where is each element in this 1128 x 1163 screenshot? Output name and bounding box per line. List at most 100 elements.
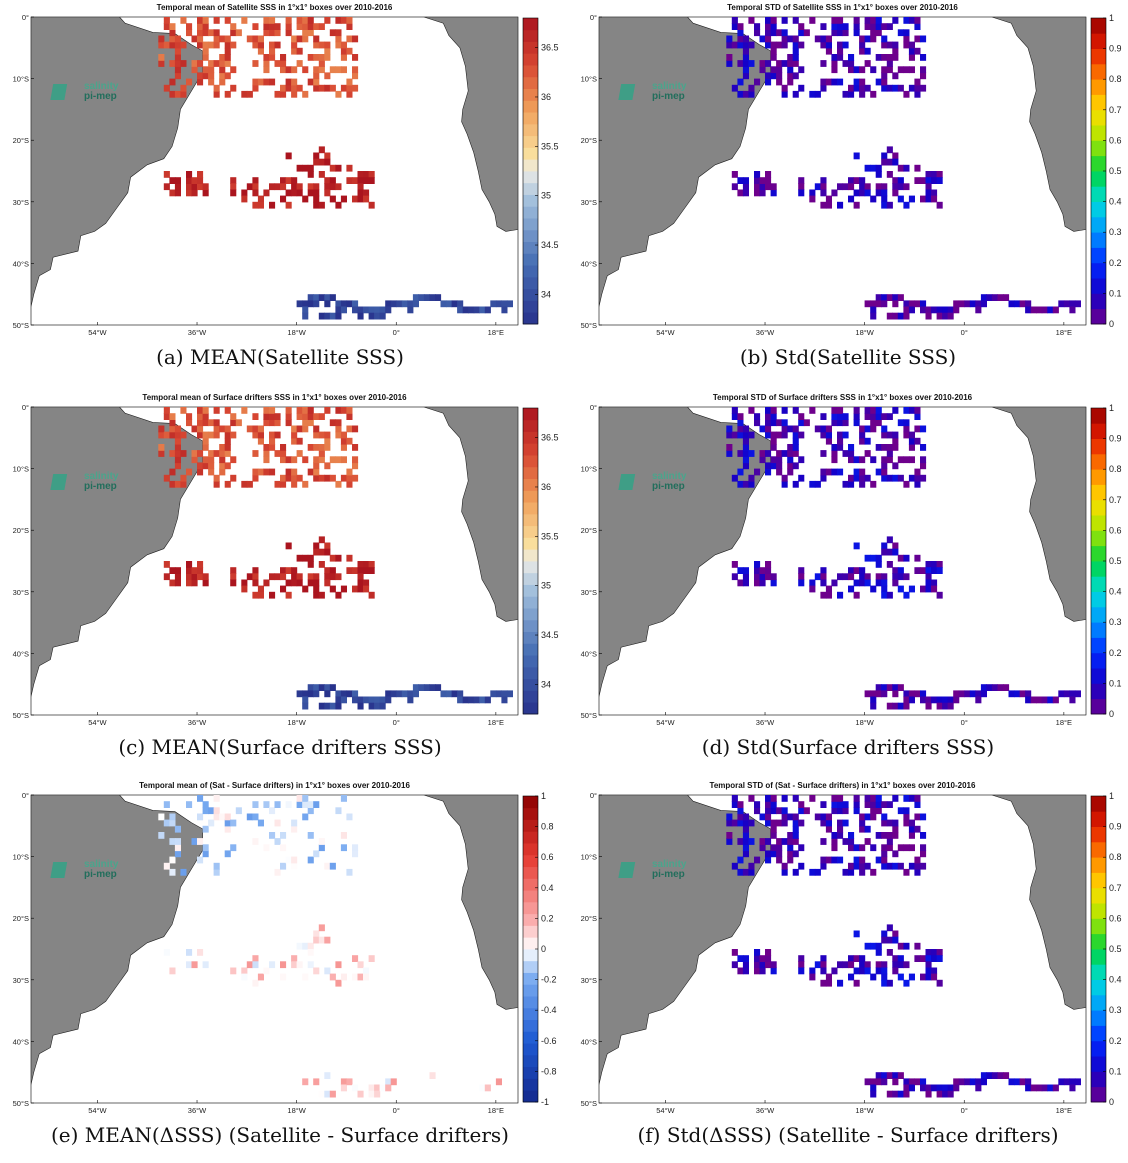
- data-cell: [1014, 300, 1021, 308]
- data-cell: [848, 862, 855, 870]
- data-cell: [224, 35, 231, 43]
- data-cell: [742, 60, 749, 67]
- data-cell: [324, 462, 331, 470]
- data-cell: [936, 306, 943, 314]
- data-cell: [765, 425, 772, 433]
- data-cell: [158, 450, 165, 457]
- data-cell: [881, 819, 888, 827]
- data-cell: [770, 807, 777, 815]
- data-cell: [853, 177, 860, 184]
- data-cell: [318, 171, 325, 178]
- data-cell: [737, 868, 744, 876]
- data-cell: [191, 961, 198, 969]
- data-cell: [213, 90, 220, 98]
- svg-text:pi-mep: pi-mep: [84, 481, 117, 492]
- data-cell: [219, 60, 226, 67]
- data-cell: [886, 548, 893, 556]
- data-cell: [274, 413, 281, 420]
- data-cell: [174, 189, 181, 197]
- data-cell: [886, 979, 893, 987]
- data-cell: [263, 54, 270, 61]
- data-cell: [903, 1090, 910, 1098]
- data-cell: [186, 561, 193, 568]
- data-cell: [798, 84, 805, 92]
- data-cell: [980, 300, 987, 308]
- data-cell: [859, 41, 866, 49]
- data-cell: [352, 177, 359, 184]
- data-cell: [340, 300, 347, 308]
- data-cell: [759, 813, 766, 821]
- data-cell: [1074, 690, 1081, 698]
- data-cell: [296, 164, 303, 172]
- data-cell: [831, 967, 838, 975]
- data-cell: [881, 1078, 888, 1086]
- data-cell: [186, 171, 193, 178]
- data-cell: [870, 973, 877, 981]
- map-figure: Temporal STD of Satellite SSS in 1°x1° b…: [581, 3, 1122, 337]
- data-cell: [230, 819, 237, 827]
- data-cell: [285, 456, 292, 464]
- data-cell: [324, 474, 331, 482]
- data-cell: [742, 90, 749, 98]
- data-cell: [230, 413, 237, 420]
- data-cell: [252, 177, 259, 184]
- data-cell: [820, 41, 827, 49]
- data-cell: [280, 66, 287, 74]
- data-cell: [820, 573, 827, 581]
- data-cell: [346, 413, 353, 420]
- data-cell: [731, 819, 738, 827]
- data-cell: [346, 437, 353, 445]
- data-cell: [1014, 1078, 1021, 1086]
- data-cell: [191, 60, 198, 67]
- data-cell: [848, 961, 855, 969]
- data-cell: [490, 300, 497, 308]
- data-cell: [335, 690, 342, 698]
- data-cell: [274, 819, 281, 827]
- data-cell: [379, 1084, 386, 1092]
- data-cell: [781, 41, 788, 49]
- data-cell: [936, 702, 943, 710]
- data-cell: [892, 177, 899, 184]
- data-cell: [897, 942, 904, 950]
- data-cell: [881, 856, 888, 864]
- data-cell: [1069, 300, 1076, 308]
- data-cell: [759, 567, 766, 574]
- data-cell: [296, 407, 303, 414]
- data-cell: [897, 474, 904, 482]
- data-cell: [892, 542, 899, 550]
- data-cell: [975, 300, 982, 308]
- data-cell: [285, 84, 292, 92]
- data-cell: [346, 813, 353, 821]
- data-cell: [914, 474, 921, 482]
- data-cell: [853, 979, 860, 987]
- data-cell: [809, 579, 816, 587]
- data-cell: [892, 850, 899, 858]
- data-cell: [1036, 1084, 1043, 1092]
- data-cell: [473, 306, 480, 314]
- data-cell: [726, 838, 733, 845]
- data-cell: [925, 696, 932, 704]
- data-cell: [158, 41, 165, 49]
- data-cell: [418, 294, 425, 301]
- data-cell: [163, 41, 170, 49]
- data-cell: [197, 29, 204, 37]
- x-tick-label: 18°E: [1056, 328, 1072, 337]
- data-cell: [914, 413, 921, 420]
- data-cell: [368, 201, 375, 209]
- data-cell: [263, 967, 270, 975]
- data-cell: [169, 579, 176, 587]
- data-cell: [792, 407, 799, 414]
- data-cell: [346, 425, 353, 433]
- data-cell: [820, 413, 827, 420]
- data-cell: [920, 567, 927, 574]
- data-cell: [870, 844, 877, 852]
- data-cell: [792, 813, 799, 821]
- data-cell: [953, 1084, 960, 1092]
- data-cell: [324, 567, 331, 574]
- data-cell: [925, 702, 932, 710]
- data-cell: [886, 23, 893, 30]
- data-cell: [313, 930, 320, 938]
- data-cell: [875, 419, 882, 427]
- data-cell: [920, 955, 927, 962]
- data-cell: [318, 924, 325, 932]
